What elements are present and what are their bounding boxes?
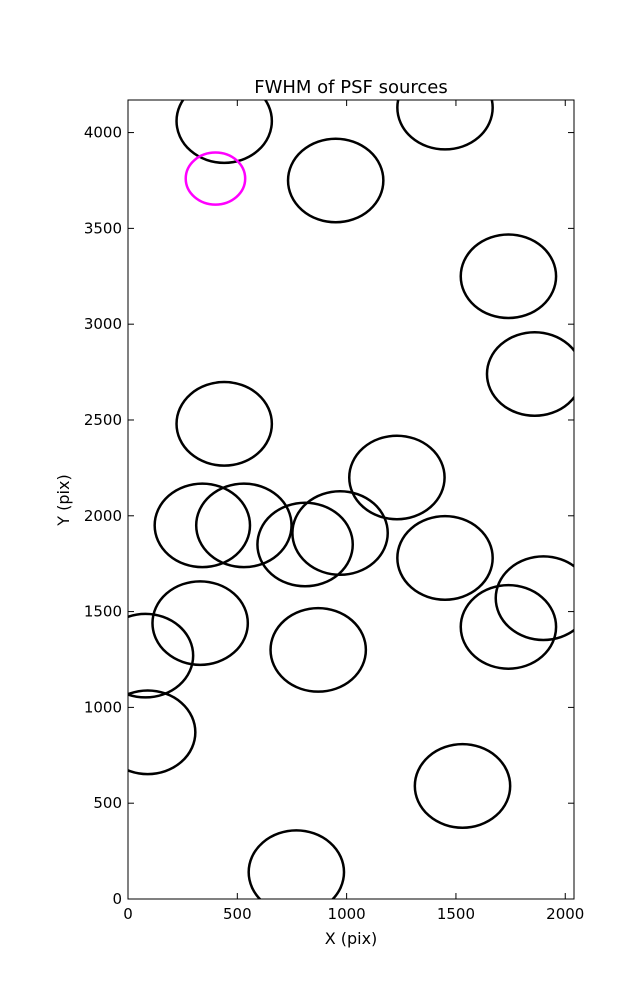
source-circle [396, 100, 494, 151]
y-axis-label: Y (pix) [54, 474, 73, 526]
source-circle [175, 380, 274, 467]
x-tick-label: 1000 [328, 905, 366, 923]
source-circle [247, 829, 346, 899]
y-axis: 0 500 1000 1500 2000 2500 3000 3500 4000 [84, 124, 574, 908]
source-circle [269, 606, 368, 693]
x-tick-label: 500 [223, 905, 252, 923]
source-circle [153, 482, 252, 569]
source-circle [291, 490, 389, 577]
source-circle [494, 555, 574, 642]
y-tick-label: 3000 [84, 315, 122, 333]
highlighted-source-circle [184, 151, 247, 206]
source-circle [348, 434, 446, 521]
source-circle [286, 137, 385, 224]
x-tick-label: 1500 [437, 905, 475, 923]
source-circle [413, 742, 512, 829]
source-circle [396, 514, 494, 601]
y-tick-label: 2000 [84, 507, 122, 525]
source-circle [256, 501, 354, 588]
y-tick-label: 2500 [84, 411, 122, 429]
y-tick-label: 1000 [84, 698, 122, 716]
source-circle [194, 482, 293, 569]
source-circle [175, 100, 274, 165]
source-circle [128, 612, 195, 699]
source-circle [128, 689, 197, 776]
chart-title: FWHM of PSF sources [254, 77, 448, 98]
source-circle [459, 583, 558, 670]
y-tick-label: 500 [93, 794, 122, 812]
y-tick-label: 4000 [84, 124, 122, 142]
sources-layer [128, 100, 574, 899]
plot-frame [127, 99, 575, 900]
x-axis: 0 500 1000 1500 2000 [123, 100, 584, 923]
source-circle [459, 233, 558, 320]
x-tick-label: 2000 [546, 905, 584, 923]
source-circle [151, 580, 250, 667]
source-circle [485, 330, 574, 418]
x-tick-label: 0 [123, 905, 133, 923]
x-axis-label: X (pix) [325, 929, 378, 948]
y-tick-label: 0 [112, 890, 122, 908]
y-tick-label: 1500 [84, 603, 122, 621]
y-tick-label: 3500 [84, 219, 122, 237]
